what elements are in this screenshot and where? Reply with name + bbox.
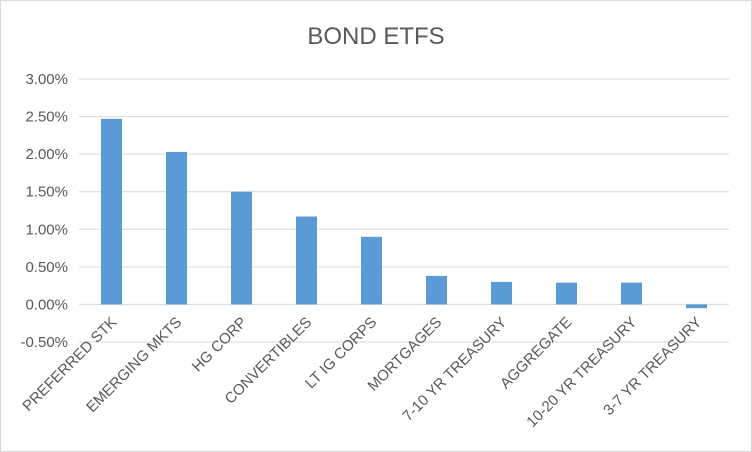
y-tick-label: 1.00%	[25, 221, 68, 238]
bar-convertibles	[296, 216, 317, 305]
bar-hg-corp	[231, 191, 252, 305]
bar-emerging-mkts	[166, 151, 187, 305]
y-tick-label: 2.00%	[25, 146, 68, 163]
bar-lt-ig-corps	[361, 236, 382, 305]
bar-mortgages	[426, 275, 447, 305]
y-tick-label: 2.50%	[25, 109, 68, 126]
y-tick-label: -0.50%	[20, 334, 68, 351]
y-tick-label: 0.00%	[25, 296, 68, 313]
bar-aggregate	[556, 282, 577, 305]
bar-preferred-stk	[101, 118, 122, 305]
y-tick-label: 0.50%	[25, 259, 68, 276]
x-category-label: 10-20 YR TREASURY	[523, 314, 640, 431]
y-tick-label: 3.00%	[25, 71, 68, 88]
bar-10-20-yr-treasury	[621, 282, 642, 305]
bar-7-10-yr-treasury	[491, 281, 512, 305]
y-tick-label: 1.50%	[25, 184, 68, 201]
chart-title: BOND ETFS	[307, 23, 445, 50]
bar-3-7-yr-treasury	[686, 304, 707, 309]
x-category-label: HG CORP	[189, 314, 251, 376]
